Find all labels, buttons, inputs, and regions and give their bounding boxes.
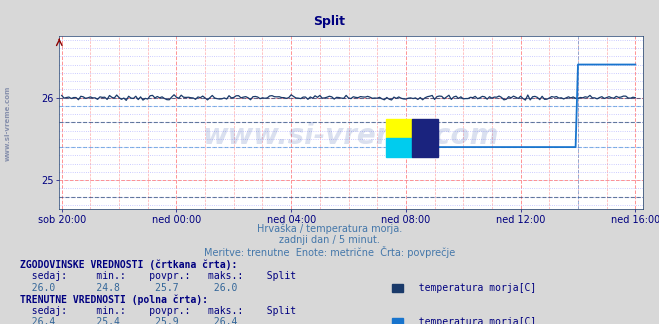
- Text: temperatura morja[C]: temperatura morja[C]: [407, 283, 536, 293]
- Text: Split: Split: [314, 15, 345, 28]
- Text: www.si-vreme.com: www.si-vreme.com: [203, 122, 499, 150]
- Text: zadnji dan / 5 minut.: zadnji dan / 5 minut.: [279, 236, 380, 245]
- Bar: [386, 119, 412, 138]
- Text: 26.4       25.4      25.9      26.4: 26.4 25.4 25.9 26.4: [20, 318, 237, 324]
- Text: sedaj:     min.:    povpr.:   maks.:    Split: sedaj: min.: povpr.: maks.: Split: [20, 306, 296, 316]
- Text: Meritve: trenutne  Enote: metrične  Črta: povprečje: Meritve: trenutne Enote: metrične Črta: …: [204, 246, 455, 259]
- Text: temperatura morja[C]: temperatura morja[C]: [407, 318, 536, 324]
- Text: sedaj:     min.:    povpr.:   maks.:    Split: sedaj: min.: povpr.: maks.: Split: [20, 271, 296, 281]
- Text: TRENUTNE VREDNOSTI (polna črta):: TRENUTNE VREDNOSTI (polna črta):: [20, 295, 208, 305]
- Text: Hrvaška / temperatura morja.: Hrvaška / temperatura morja.: [257, 223, 402, 234]
- Text: www.si-vreme.com: www.si-vreme.com: [5, 86, 11, 161]
- Text: ZGODOVINSKE VREDNOSTI (črtkana črta):: ZGODOVINSKE VREDNOSTI (črtkana črta):: [20, 260, 237, 270]
- Bar: [386, 138, 412, 157]
- Text: 26.0       24.8      25.7      26.0: 26.0 24.8 25.7 26.0: [20, 283, 237, 293]
- Bar: [412, 119, 438, 157]
